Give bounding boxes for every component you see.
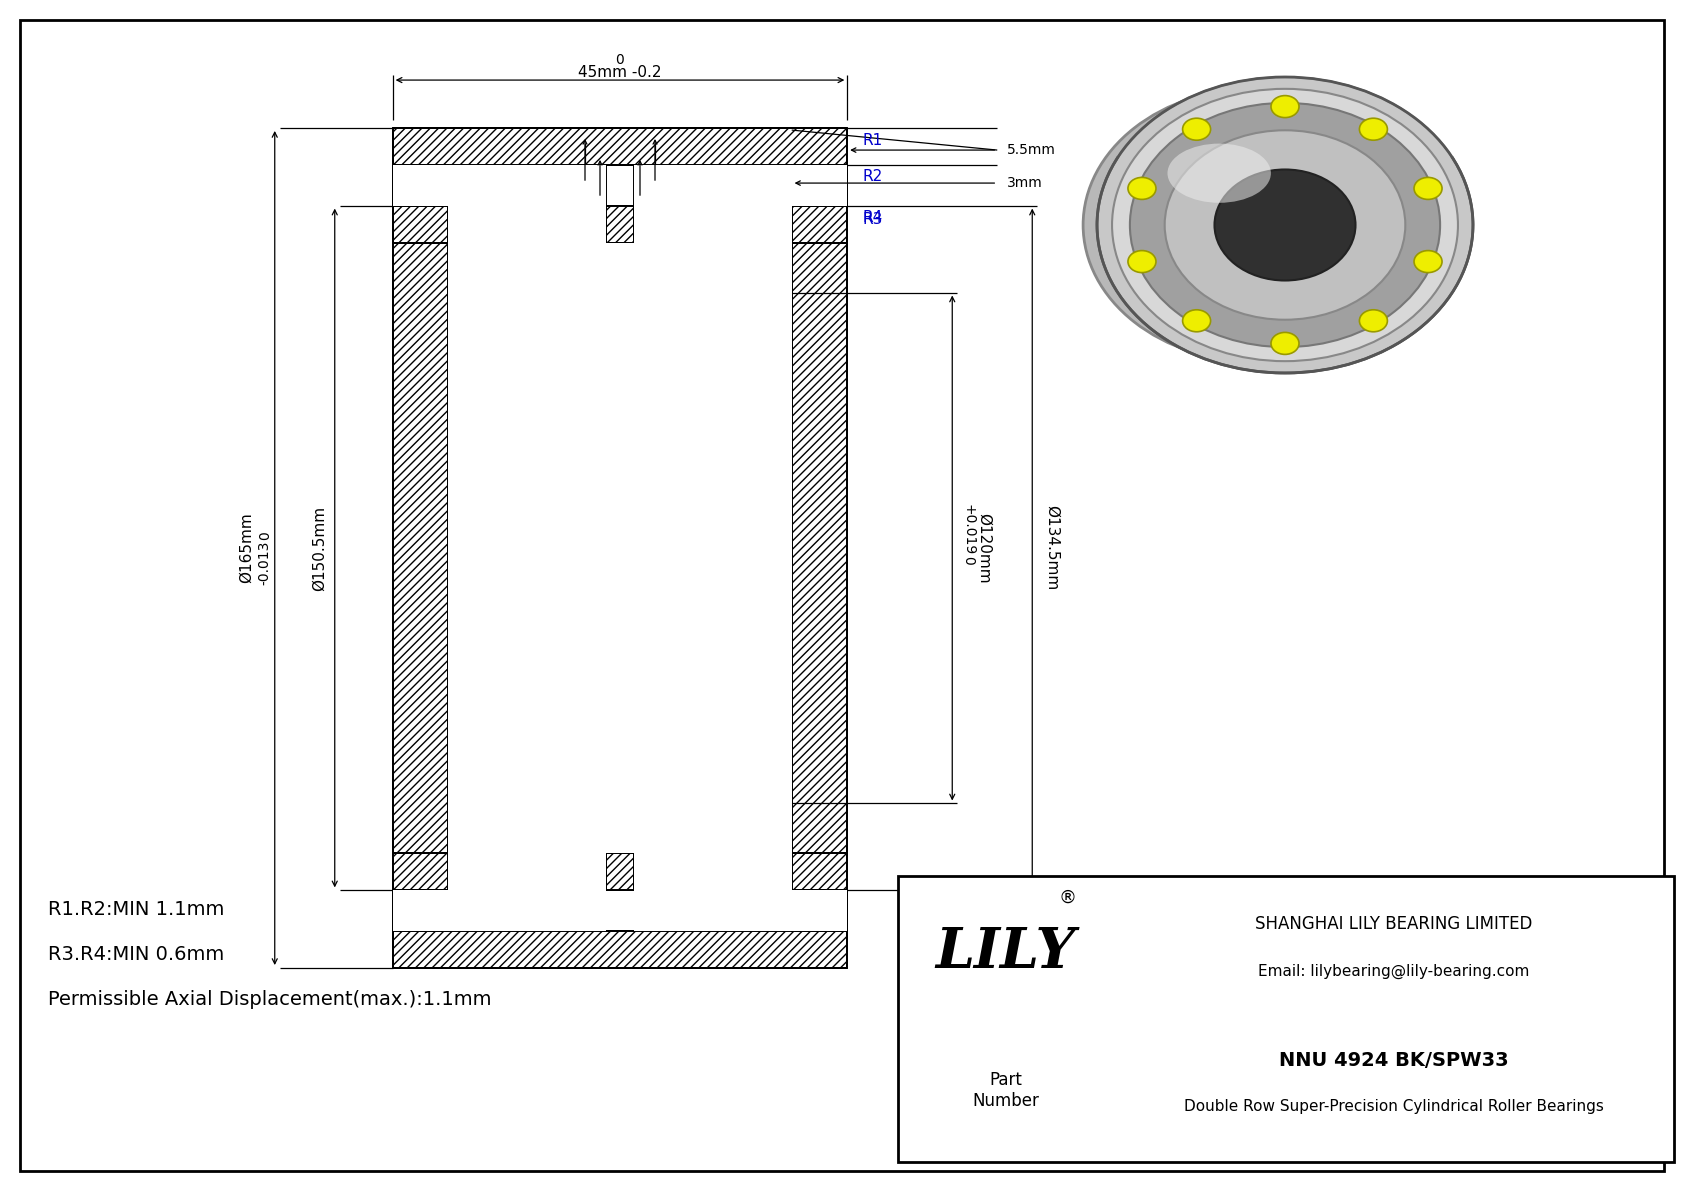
Ellipse shape [1167, 144, 1271, 202]
Ellipse shape [1096, 77, 1474, 373]
Text: 3mm: 3mm [1007, 176, 1042, 191]
Polygon shape [392, 931, 847, 968]
Ellipse shape [1359, 118, 1388, 141]
Ellipse shape [1415, 250, 1442, 273]
Ellipse shape [1182, 118, 1211, 141]
Polygon shape [392, 243, 448, 854]
Text: Ø134.5mm: Ø134.5mm [1044, 505, 1059, 591]
Ellipse shape [1359, 310, 1388, 332]
Ellipse shape [1214, 169, 1356, 281]
Polygon shape [392, 129, 847, 166]
Polygon shape [791, 166, 847, 206]
Text: R1: R1 [862, 132, 882, 148]
Polygon shape [392, 166, 448, 931]
Text: R4: R4 [862, 210, 882, 225]
Text: Double Row Super-Precision Cylindrical Roller Bearings: Double Row Super-Precision Cylindrical R… [1184, 1099, 1603, 1115]
Ellipse shape [1083, 88, 1431, 362]
Text: Ø120mm: Ø120mm [977, 512, 992, 584]
Text: +0.019: +0.019 [962, 504, 975, 556]
Text: R3: R3 [862, 212, 882, 227]
Text: SHANGHAI LILY BEARING LIMITED: SHANGHAI LILY BEARING LIMITED [1255, 915, 1532, 933]
Text: 5.5mm: 5.5mm [1007, 143, 1056, 157]
Text: 0: 0 [258, 531, 271, 541]
Polygon shape [791, 166, 847, 931]
Polygon shape [392, 854, 847, 891]
Text: 0: 0 [616, 54, 625, 67]
Polygon shape [791, 243, 847, 854]
Text: Part
Number: Part Number [972, 1071, 1039, 1110]
Ellipse shape [1271, 332, 1298, 355]
Polygon shape [392, 891, 448, 931]
Polygon shape [448, 166, 606, 931]
Text: Ø165mm: Ø165mm [239, 512, 254, 584]
Text: R1.R2:MIN 1.1mm: R1.R2:MIN 1.1mm [49, 900, 224, 919]
Ellipse shape [1165, 130, 1406, 319]
Ellipse shape [1271, 95, 1298, 118]
Ellipse shape [1111, 89, 1458, 361]
Ellipse shape [1182, 310, 1211, 332]
Polygon shape [392, 166, 448, 206]
Text: Ø150.5mm: Ø150.5mm [312, 505, 327, 591]
Polygon shape [606, 854, 633, 891]
Text: Email: lilybearing@lily-bearing.com: Email: lilybearing@lily-bearing.com [1258, 964, 1529, 979]
Text: 0: 0 [962, 556, 975, 565]
Polygon shape [898, 877, 1674, 1162]
Text: 45mm -0.2: 45mm -0.2 [578, 64, 662, 80]
Text: ®: ® [1059, 888, 1076, 908]
Polygon shape [633, 166, 791, 931]
Text: Permissible Axial Displacement(max.):1.1mm: Permissible Axial Displacement(max.):1.1… [49, 990, 492, 1009]
Ellipse shape [1130, 102, 1440, 347]
Ellipse shape [1415, 177, 1442, 199]
Ellipse shape [1128, 250, 1155, 273]
Text: R3.R4:MIN 0.6mm: R3.R4:MIN 0.6mm [49, 944, 224, 964]
Polygon shape [606, 206, 633, 243]
Ellipse shape [1128, 177, 1155, 199]
Polygon shape [392, 206, 847, 243]
Text: LILY: LILY [935, 925, 1076, 980]
Polygon shape [448, 243, 791, 854]
Polygon shape [791, 891, 847, 931]
Text: NNU 4924 BK/SPW33: NNU 4924 BK/SPW33 [1278, 1052, 1509, 1071]
Text: -0.013: -0.013 [258, 541, 271, 585]
Text: R2: R2 [862, 169, 882, 185]
